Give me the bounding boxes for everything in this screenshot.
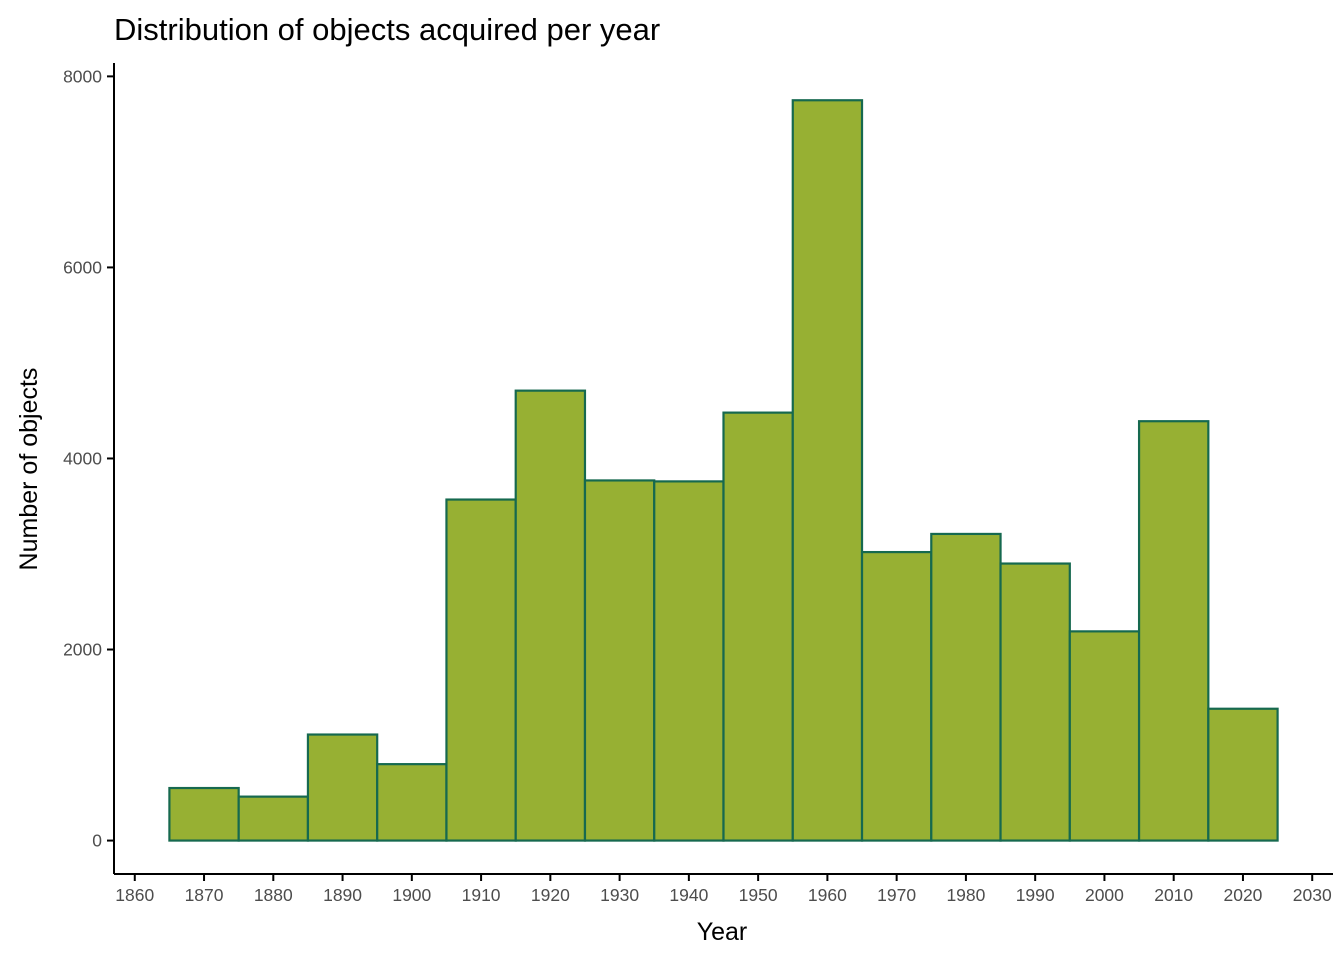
histogram-bar — [791, 99, 864, 842]
histogram-bar — [1207, 707, 1279, 842]
y-tick-label: 4000 — [63, 448, 102, 468]
x-tick-label: 1870 — [185, 885, 224, 905]
x-tick-label: 1940 — [669, 885, 708, 905]
histogram-bar — [583, 479, 656, 842]
x-tick-label: 1910 — [462, 885, 501, 905]
x-tick-label: 1900 — [392, 885, 431, 905]
x-tick-label: 1980 — [946, 885, 985, 905]
x-tick-label: 1930 — [600, 885, 639, 905]
y-tick-label: 8000 — [63, 66, 102, 86]
histogram-bar — [168, 786, 240, 842]
histogram-bar — [999, 562, 1071, 842]
histogram-bar — [860, 550, 933, 842]
histogram-bar — [445, 498, 517, 842]
bars-group — [168, 99, 1279, 842]
x-axis-ticks: 1860 1870 1880 1890 1900 1910 1920 1930 1940 1950… — [115, 874, 1332, 905]
y-axis-ticks: 0 2000 4000 6000 8000 — [63, 66, 114, 851]
x-tick-label: 1880 — [254, 885, 293, 905]
histogram-bar — [306, 733, 379, 842]
x-tick-label: 1890 — [323, 885, 362, 905]
x-axis-title: Year — [697, 918, 748, 946]
x-tick-label: 2000 — [1085, 885, 1124, 905]
x-tick-label: 1920 — [531, 885, 570, 905]
x-tick-label: 2020 — [1223, 885, 1262, 905]
y-axis-title: Number of objects — [15, 368, 43, 571]
x-tick-label: 2030 — [1293, 885, 1332, 905]
histogram-bar — [1068, 630, 1141, 842]
chart-title: Distribution of objects acquired per yea… — [114, 12, 660, 47]
x-tick-label: 1960 — [808, 885, 847, 905]
histogram-bar — [1137, 420, 1210, 842]
x-tick-label: 1950 — [739, 885, 778, 905]
y-tick-label: 2000 — [63, 640, 102, 660]
x-tick-label: 1990 — [1016, 885, 1055, 905]
y-tick-label: 6000 — [63, 257, 102, 277]
histogram-bar — [930, 532, 1002, 842]
histogram-bar — [653, 480, 725, 842]
x-tick-label: 1860 — [115, 885, 154, 905]
histogram-bar — [237, 795, 310, 842]
y-tick-label: 0 — [92, 831, 102, 851]
x-tick-label: 2010 — [1154, 885, 1193, 905]
histogram-bar — [722, 411, 794, 842]
x-tick-label: 1970 — [877, 885, 916, 905]
histogram-bar — [376, 763, 448, 842]
histogram-bar — [514, 389, 587, 842]
